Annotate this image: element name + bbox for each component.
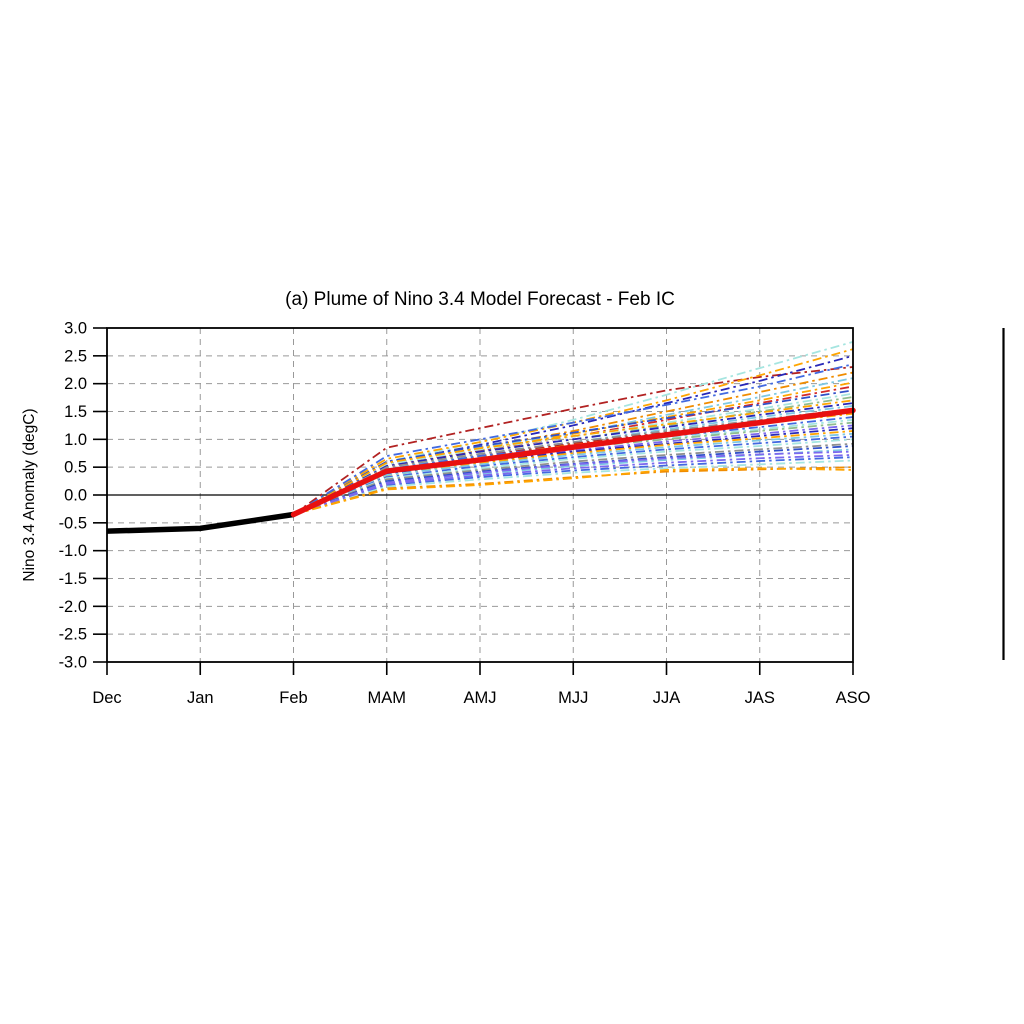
x-tick-label: ASO (836, 689, 871, 707)
forecast-member-line (293, 445, 853, 516)
forecast-member-line (293, 467, 853, 516)
forecast-member-line (293, 354, 853, 516)
observed-line (106, 511, 294, 534)
forecast-member-line (293, 341, 853, 516)
forecast-member-line (293, 399, 853, 516)
forecast-member-line (293, 466, 853, 516)
y-tick-label: -3.0 (59, 654, 87, 672)
y-tick-label: 0.5 (64, 459, 87, 477)
x-tick-label: JJA (653, 689, 681, 707)
y-tick-label: 0.0 (64, 487, 87, 505)
x-tick-label: Dec (92, 689, 121, 707)
forecast-member-line (293, 454, 853, 516)
y-tick-label: 1.0 (64, 431, 87, 449)
x-tick-label: MJJ (558, 689, 588, 707)
forecast-member-line (293, 442, 853, 516)
plot-frame (106, 327, 854, 663)
ensemble-mean-line (290, 407, 856, 518)
forecast-member-line (293, 389, 853, 516)
forecast-member-line (293, 432, 853, 516)
y-tick-label: 2.0 (64, 375, 87, 393)
forecast-member-line (293, 402, 853, 516)
forecast-member-line (293, 363, 853, 516)
forecast-member-line (293, 450, 853, 516)
y-tick-label: 2.5 (64, 347, 87, 365)
y-tick-label: -2.5 (59, 626, 87, 644)
forecast-member-line (293, 435, 853, 516)
y-tick-label: 3.0 (64, 320, 87, 338)
y-tick-label: -2.0 (59, 598, 87, 616)
x-tick-label: MAM (368, 689, 407, 707)
chart-title: (a) Plume of Nino 3.4 Model Forecast - F… (285, 289, 675, 310)
x-tick-label: JAS (745, 689, 775, 707)
forecast-member-line (292, 366, 853, 516)
x-tick-label: Jan (187, 689, 214, 707)
x-tick-label: AMJ (464, 689, 497, 707)
y-tick-label: -1.0 (59, 542, 87, 560)
forecast-member-line (293, 456, 853, 516)
y-tick-label: -0.5 (59, 514, 87, 532)
forecast-member-line (293, 407, 853, 516)
y-tick-label: -1.5 (59, 570, 87, 588)
forecast-member-line (293, 438, 853, 516)
forecast-member-line (293, 405, 853, 516)
x-tick-label: Feb (279, 689, 307, 707)
y-tick-label: 1.5 (64, 403, 87, 421)
forecast-member-line (293, 459, 853, 516)
